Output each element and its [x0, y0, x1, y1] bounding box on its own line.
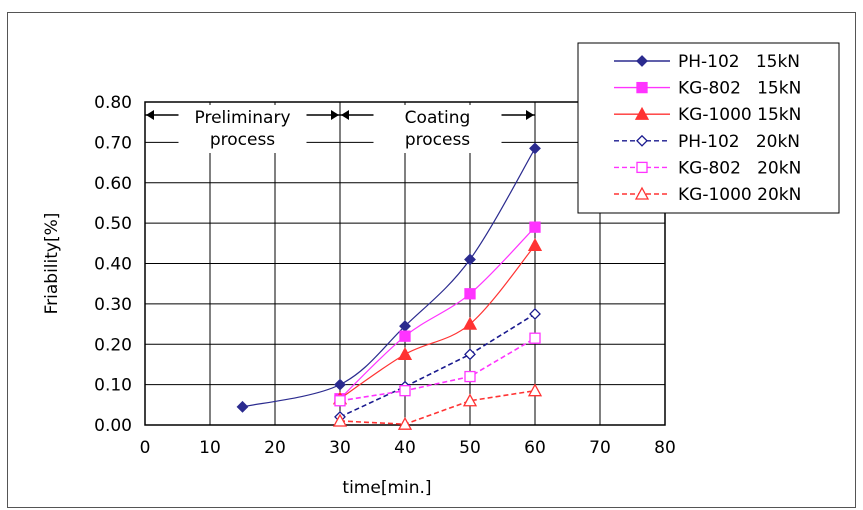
- annotation-text: process: [405, 130, 470, 150]
- x-tick-label: 80: [654, 438, 676, 458]
- data-point: [462, 393, 478, 407]
- arrowhead: [526, 110, 534, 120]
- data-point: [332, 413, 348, 427]
- legend: PH-102 15kN KG-802 15kN KG-1000 15kN PH-102…: [577, 42, 840, 214]
- data-point: [636, 81, 648, 94]
- data-point: [397, 416, 413, 430]
- x-tick-label: 60: [524, 438, 546, 458]
- series-line: [339, 337, 536, 402]
- data-point: [527, 383, 543, 397]
- legend-item: PH-102 15kN: [614, 52, 800, 72]
- data-point: [529, 308, 541, 320]
- x-tick-label: 30: [329, 438, 351, 458]
- series-line: [339, 389, 536, 425]
- y-tick-label: 0.10: [94, 376, 132, 396]
- data-point: [334, 378, 346, 391]
- y-tick-label: 0.20: [94, 335, 132, 355]
- data-point: [527, 237, 543, 251]
- data-point: [334, 395, 346, 407]
- arrowhead: [341, 110, 349, 120]
- legend-item: PH-102 20kN: [614, 132, 800, 152]
- data-point: [397, 346, 413, 360]
- data-point: [529, 332, 541, 344]
- legend-box: [577, 42, 840, 214]
- legend-label: KG-1000 20kN: [678, 185, 801, 205]
- y-tick-label: 0.60: [94, 174, 132, 194]
- data-point: [464, 288, 476, 300]
- y-tick-label: 0.50: [94, 214, 132, 234]
- y-tick-label: 0.70: [94, 133, 132, 153]
- series-5: [334, 332, 541, 407]
- data-point: [634, 186, 650, 200]
- data-point: [636, 134, 648, 147]
- series-line: [339, 226, 536, 400]
- legend-item: KG-802 20kN: [614, 158, 801, 178]
- data-point: [529, 142, 541, 155]
- data-point: [636, 161, 648, 174]
- x-axis-title: time[min.]: [342, 478, 431, 498]
- legend-item: KG-1000 15kN: [614, 105, 801, 125]
- y-tick-label: 0.80: [94, 93, 132, 113]
- annotation-box: [178, 105, 307, 153]
- series: [236, 142, 543, 430]
- data-point: [464, 370, 476, 383]
- series-line: [339, 313, 536, 418]
- legend-label: KG-802 20kN: [678, 158, 801, 178]
- data-point: [529, 221, 541, 233]
- data-point: [464, 253, 476, 266]
- annotation-text: Preliminary: [195, 108, 291, 128]
- y-axis-title: Friability[%]: [42, 213, 62, 315]
- axes: time[min.] Friability[%] 0 10 20 30 40 50 60 70…: [42, 93, 676, 498]
- x-tick-label: 40: [394, 438, 416, 458]
- x-tick-label: 70: [589, 438, 611, 458]
- data-point: [236, 400, 249, 413]
- data-point: [464, 348, 476, 361]
- x-tick-label: 10: [199, 438, 221, 458]
- x-tick-label: 20: [264, 438, 286, 458]
- data-point: [399, 385, 411, 397]
- legend-label: KG-1000 15kN: [678, 105, 801, 125]
- legend-item: KG-1000 20kN: [614, 185, 801, 205]
- annotation-box: [373, 105, 502, 153]
- data-point: [399, 330, 411, 342]
- legend-label: PH-102 15kN: [678, 52, 800, 72]
- data-point: [634, 106, 650, 120]
- legend-item: KG-802 15kN: [614, 79, 801, 99]
- legend-label: PH-102 20kN: [678, 132, 800, 152]
- annotation-text: process: [210, 130, 275, 150]
- data-point: [636, 55, 648, 67]
- arrowhead: [146, 110, 154, 120]
- data-point: [462, 316, 478, 330]
- x-tick-label: 0: [140, 438, 151, 458]
- annotation-text: Coating: [405, 108, 471, 128]
- y-tick-label: 0.30: [94, 295, 132, 315]
- series-6: [332, 383, 543, 430]
- legend-label: KG-802 15kN: [678, 79, 801, 99]
- x-tick-label: 50: [459, 438, 481, 458]
- y-tick-label: 0.40: [94, 255, 132, 275]
- arrowhead: [331, 110, 339, 120]
- series-line: [339, 244, 536, 400]
- y-tick-label: 0.00: [94, 416, 132, 436]
